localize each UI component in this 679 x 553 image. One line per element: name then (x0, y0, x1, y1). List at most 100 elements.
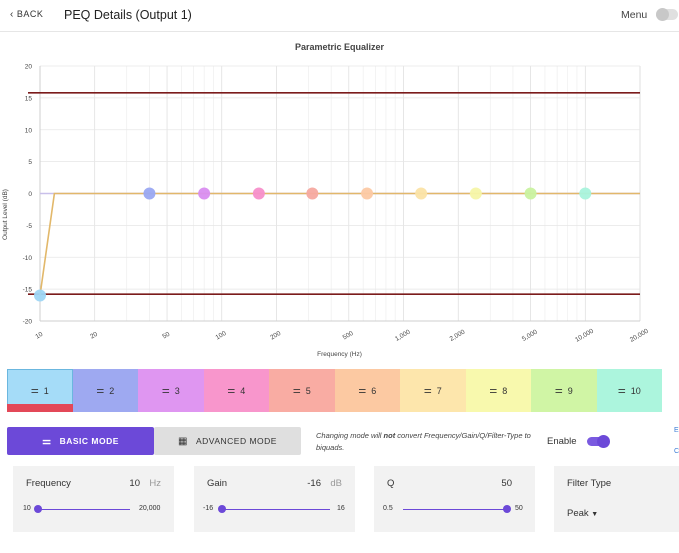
filter-type-value: Peak (567, 508, 589, 519)
y-tick-label: 15 (25, 95, 33, 102)
frequency-card: Frequency 10 Hz 10 20,000 (13, 466, 174, 532)
caret-down-icon: ▼ (591, 511, 599, 518)
advanced-mode-label: ADVANCED MODE (195, 436, 277, 446)
frequency-value[interactable]: 10 (129, 478, 140, 489)
sliders-icon: ⚌ (489, 385, 498, 395)
calculator-icon: ▦ (178, 435, 188, 447)
mode-note-pre: Changing mode will (316, 431, 384, 440)
gain-value[interactable]: -16 (307, 478, 321, 489)
band-tab-9[interactable]: ⚌ 9 (531, 369, 597, 412)
side-link-c[interactable]: C (674, 448, 679, 455)
band-tab-label: 2 (109, 385, 115, 396)
toggle-knob (597, 435, 610, 448)
sliders-icon: ⚌ (30, 385, 39, 395)
filter-type-select[interactable]: Peak ▼ (567, 508, 598, 519)
y-tick-label: -5 (26, 223, 32, 230)
sliders-icon: ⚌ (617, 385, 626, 395)
sliders-icon: ⚌ (358, 385, 367, 395)
top-bar: ‹ BACK PEQ Details (Output 1) Menu (0, 0, 679, 32)
x-tick-label: 10 (34, 331, 44, 341)
gain-min: -16 (203, 505, 214, 512)
response-curve (39, 192, 640, 296)
band-point-8 (469, 187, 482, 200)
back-label: BACK (16, 9, 44, 19)
band-tab-label: 1 (43, 385, 49, 396)
x-tick-label: 2,000 (449, 328, 467, 342)
sliders-icon: ⚌ (227, 385, 236, 395)
sliders-icon: ⚌ (42, 435, 52, 447)
toggle-knob (656, 8, 669, 21)
y-tick-label: -15 (23, 287, 33, 294)
advanced-mode-button[interactable]: ▦ ADVANCED MODE (154, 427, 301, 455)
chart-y-axis-label: Output Level (dB) (1, 189, 9, 240)
gain-card: Gain -16 dB -16 16 (194, 466, 355, 532)
peq-chart: 20 15 10 5 0 -5 -10 -15 -20 10 20 50 100 200 500 1,000 2… (0, 36, 679, 366)
frequency-unit: Hz (149, 478, 161, 489)
band-tab-label: 5 (305, 385, 311, 396)
frequency-slider-track[interactable] (38, 509, 130, 510)
band-tab-10[interactable]: ⚌ 10 (596, 369, 662, 412)
band-point-5 (306, 187, 319, 200)
sliders-icon: ⚌ (423, 385, 432, 395)
q-min: 0.5 (383, 505, 393, 512)
chart-title: Parametric Equalizer (294, 42, 385, 52)
q-slider-thumb[interactable] (503, 505, 511, 513)
sliders-icon: ⚌ (554, 385, 563, 395)
band-tab-label: 10 (630, 385, 641, 396)
x-tick-label: 20,000 (629, 328, 650, 344)
band-tab-label: 6 (371, 385, 377, 396)
y-tick-label: 0 (28, 191, 32, 198)
page-title: PEQ Details (Output 1) (64, 8, 192, 22)
band-tab-6[interactable]: ⚌ 6 (334, 369, 400, 412)
band-tab-8[interactable]: ⚌ 8 (465, 369, 531, 412)
menu-toggle[interactable] (656, 8, 678, 21)
sliders-icon: ⚌ (161, 385, 170, 395)
x-tick-label: 50 (161, 331, 171, 341)
y-tick-label: -20 (23, 319, 33, 326)
x-tick-label: 5,000 (521, 328, 539, 342)
mode-note: Changing mode will not convert Frequency… (316, 430, 552, 454)
band-tabs: ⚌ 1 ⚌ 2 ⚌ 3 ⚌ 4 ⚌ 5 ⚌ 6 ⚌ 7 ⚌ 8 ⚌ 9 ⚌ 10 (7, 369, 662, 412)
x-tick-label: 20 (89, 331, 99, 341)
q-value[interactable]: 50 (501, 478, 512, 489)
band-point-9 (524, 187, 537, 200)
side-link-e[interactable]: E (674, 427, 679, 434)
back-button[interactable]: ‹ BACK (10, 9, 43, 20)
band-tab-label: 9 (567, 385, 573, 396)
band-tab-label: 3 (174, 385, 180, 396)
filter-type-card: Filter Type Peak ▼ (554, 466, 679, 532)
band-point-6 (361, 187, 374, 200)
gain-unit: dB (330, 478, 342, 489)
frequency-slider-thumb[interactable] (34, 505, 42, 513)
menu-label: Menu (621, 9, 648, 21)
gain-max: 16 (337, 505, 345, 512)
y-tick-label: 5 (28, 159, 32, 166)
x-tick-label: 100 (215, 330, 228, 342)
band-point-4 (252, 187, 265, 200)
band-tab-label: 8 (502, 385, 508, 396)
band-tab-label: 7 (436, 385, 442, 396)
band-tab-4[interactable]: ⚌ 4 (203, 369, 269, 412)
active-band-indicator (7, 404, 73, 412)
filter-type-label: Filter Type (567, 478, 612, 489)
gain-slider-track[interactable] (222, 509, 330, 510)
sliders-icon: ⚌ (292, 385, 301, 395)
band-tab-7[interactable]: ⚌ 7 (400, 369, 466, 412)
band-tab-3[interactable]: ⚌ 3 (138, 369, 204, 412)
band-tab-2[interactable]: ⚌ 2 (72, 369, 138, 412)
gain-slider-thumb[interactable] (218, 505, 226, 513)
mode-note-post: convert Frequency/Gain/Q/Filter-Type to … (316, 431, 531, 452)
band-point-3 (198, 187, 211, 200)
mode-note-bold: not (383, 431, 396, 440)
q-label: Q (387, 478, 395, 489)
basic-mode-button[interactable]: ⚌ BASIC MODE (7, 427, 154, 455)
q-max: 50 (515, 505, 523, 512)
y-tick-label: -10 (23, 255, 33, 262)
frequency-min: 10 (23, 505, 31, 512)
band-tab-5[interactable]: ⚌ 5 (269, 369, 335, 412)
band-point-2 (143, 187, 156, 200)
q-slider-track[interactable] (403, 509, 507, 510)
basic-mode-label: BASIC MODE (59, 436, 119, 446)
enable-toggle[interactable] (587, 435, 610, 448)
band-tab-1[interactable]: ⚌ 1 (7, 369, 73, 412)
